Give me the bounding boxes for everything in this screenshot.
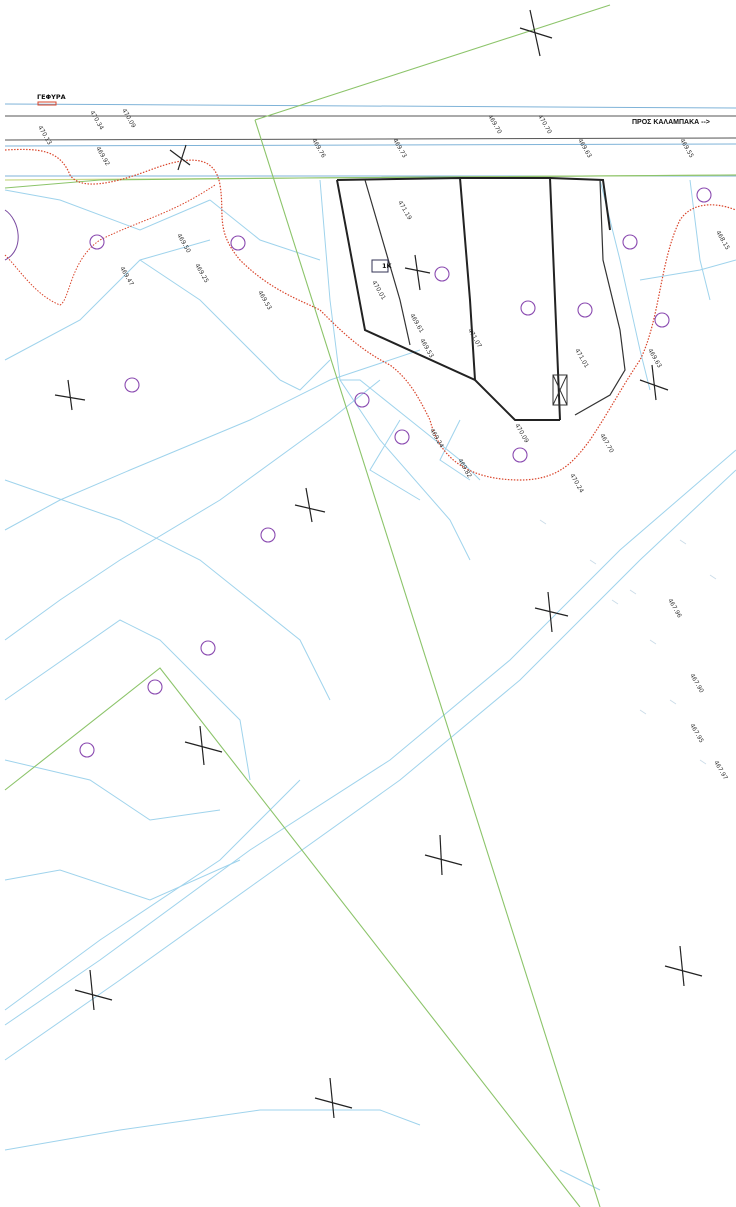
elevation-label: 468.15 xyxy=(714,230,731,252)
bridge-label: ΓΕΦΥΡΑ xyxy=(37,93,66,101)
survey-cross-icon xyxy=(404,254,431,291)
survey-cross-icon xyxy=(639,364,669,401)
elevation-label: 469.76 xyxy=(310,138,327,160)
elevation-label: 469.47 xyxy=(118,266,135,288)
elevation-label: 469.61 xyxy=(408,313,425,335)
survey-cross-icon xyxy=(664,945,703,987)
elevation-label: 467.90 xyxy=(688,673,705,695)
elevation-label: 469.24 xyxy=(428,428,445,450)
parcel-circle-icon xyxy=(577,302,593,318)
elevation-label: 467.95 xyxy=(688,723,705,745)
survey-cross-icon xyxy=(54,379,86,411)
survey-cross-icon xyxy=(294,487,326,523)
elevation-label: 467.96 xyxy=(666,598,683,620)
terrain-marks xyxy=(539,519,717,765)
parcel-circle-icon xyxy=(79,742,95,758)
survey-cross-icon xyxy=(534,591,569,633)
elevation-label: 469.73 xyxy=(391,138,408,160)
elevation-label: 467.70 xyxy=(598,433,615,455)
elevation-label: 469.63 xyxy=(646,348,663,370)
elevation-label: 470.70 xyxy=(536,114,553,136)
elevation-label: 469.92 xyxy=(94,146,111,168)
survey-cross-icon xyxy=(519,9,553,57)
parcel-circle-icon xyxy=(89,234,105,250)
survey-cross-icon xyxy=(169,144,191,171)
elevation-label: 467.97 xyxy=(712,760,729,782)
parcel-circle-icon xyxy=(394,429,410,445)
parcel-circle-icon xyxy=(520,300,536,316)
parcel-circle-icon xyxy=(354,392,370,408)
elevation-label: 471.19 xyxy=(396,200,413,222)
survey-crosses xyxy=(54,9,703,1119)
survey-cross-icon xyxy=(424,834,463,876)
elevation-label: 470.34 xyxy=(88,110,105,132)
elevation-label: 470.24 xyxy=(568,473,585,495)
parcel-circle-icon xyxy=(230,235,246,251)
parcel-circle-icon xyxy=(696,187,712,203)
elevation-label: 469.50 xyxy=(175,233,192,255)
survey-cross-icon xyxy=(184,725,223,766)
main-plots: 1K xyxy=(336,176,626,421)
survey-cross-icon xyxy=(314,1077,353,1119)
elevation-label: 471.01 xyxy=(573,348,590,370)
parcel-markers xyxy=(79,187,712,758)
elevation-label: 469.70 xyxy=(486,114,503,136)
bridge-marker: ΓΕΦΥΡΑ xyxy=(37,93,66,106)
stream-line xyxy=(4,148,736,481)
elevation-label: 469.63 xyxy=(576,138,593,160)
parcel-circle-icon xyxy=(512,447,528,463)
elevation-label: 470.09 xyxy=(120,108,137,130)
elevation-label: 470.09 xyxy=(513,423,530,445)
parcel-circle-icon xyxy=(260,527,276,543)
parcel-circle-icon xyxy=(654,312,670,328)
cadastral-parcels xyxy=(4,179,736,1191)
parcel-circle-icon xyxy=(434,266,450,282)
survey-cross-icon xyxy=(74,969,113,1011)
building-label: 1K xyxy=(382,262,393,270)
parcel-circle-icon xyxy=(200,640,216,656)
road-direction-label: ΠΡΟΣ ΚΑΛΑΜΠΑΚΑ --> xyxy=(632,119,710,126)
road-band xyxy=(4,103,736,181)
elevation-label: 470.01 xyxy=(370,280,387,302)
green-boundaries xyxy=(4,4,736,1207)
elevation-label: 469.53 xyxy=(256,290,273,312)
elevation-label: 469.55 xyxy=(678,138,695,160)
elevation-label: 470.13 xyxy=(36,125,53,147)
parcel-circle-icon xyxy=(147,679,163,695)
parcel-circle-icon xyxy=(124,377,140,393)
elevation-label: 471.07 xyxy=(466,328,483,350)
elevation-label: 469.25 xyxy=(193,263,210,285)
parcel-circle-icon xyxy=(622,234,638,250)
